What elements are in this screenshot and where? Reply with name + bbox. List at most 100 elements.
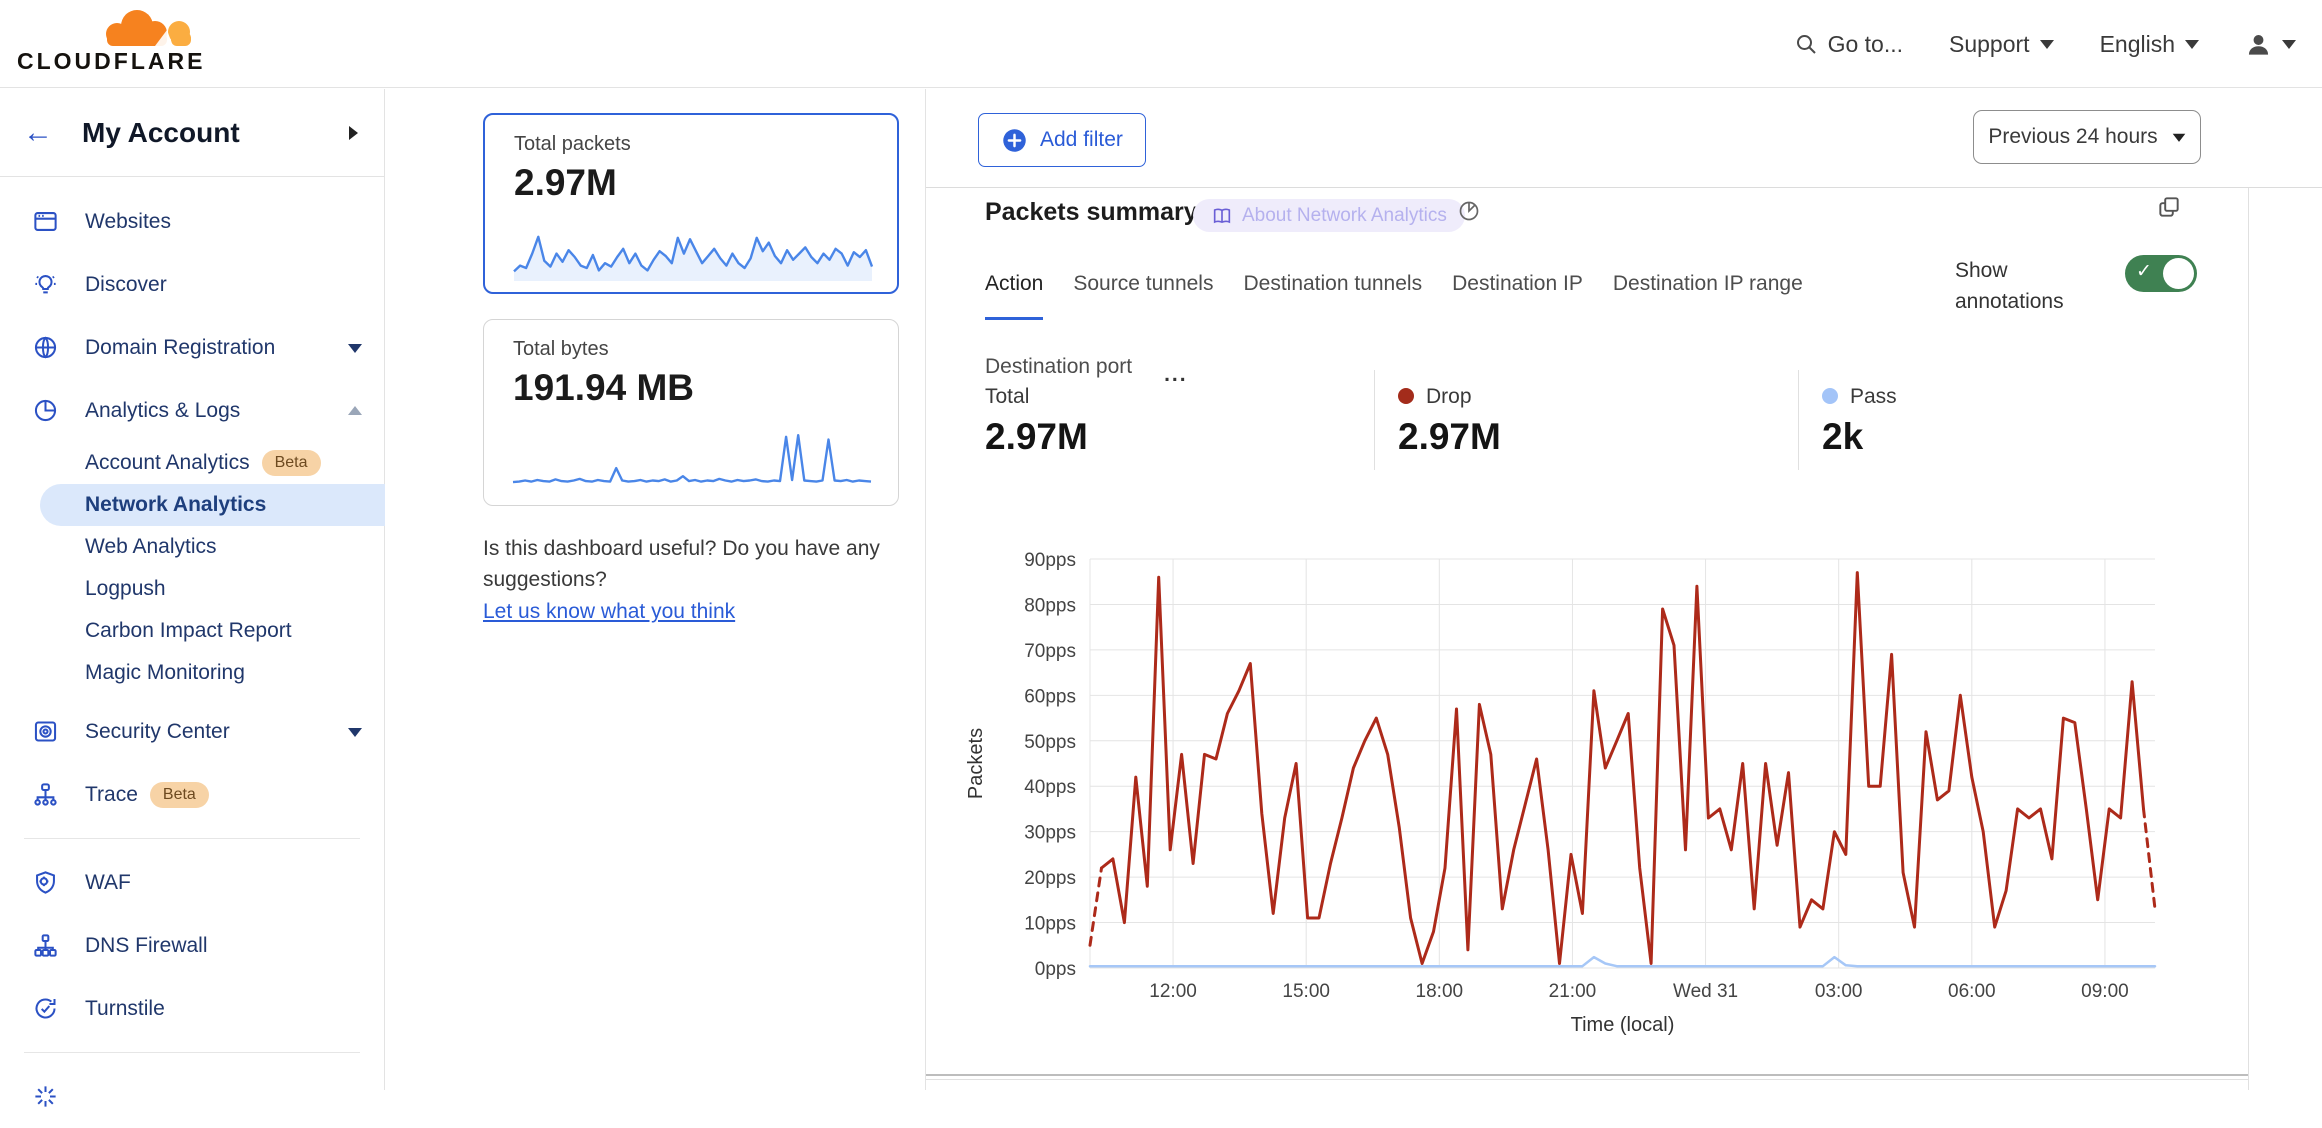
tab-destination-port[interactable]: Destination port [985,355,1133,378]
panel-title: Packets summary [985,198,1198,226]
stat-value: 2k [1822,416,1864,457]
cloudflare-logo[interactable]: CLOUDFLARE [17,4,207,84]
sidebar-item-domain-registration[interactable]: Domain Registration [0,316,384,379]
sidebar-item-carbon-impact-report[interactable]: Carbon Impact Report [0,610,384,652]
beta-badge: Beta [261,450,321,476]
sidebar-item-label: Analytics & Logs [85,398,241,422]
card-value: 2.97M [514,162,617,203]
chevron-down-icon [2282,40,2296,56]
feedback-link[interactable]: Let us know what you think [483,600,736,623]
panel-right-border [2248,188,2249,1090]
packets-chart[interactable]: 0pps 10pps 20pps 30pps 40pps 50pps 60pps 70pps 8… [930,540,2260,1045]
language-label: English [2099,30,2175,57]
back-arrow-icon[interactable]: ← [23,115,53,149]
more-tabs-ellipsis[interactable]: ... [1164,363,1188,386]
svg-text:60pps: 60pps [1024,686,1076,707]
beta-badge: Beta [149,781,209,808]
sidebar-item-websites[interactable]: Websites [0,190,384,253]
sidebar-item-label: Websites [85,209,171,233]
expand-copy-icon[interactable] [2156,194,2182,225]
bytes-sparkline [511,428,873,495]
sidebar-item-web-analytics[interactable]: Web Analytics [0,526,384,568]
language-menu[interactable]: English [2100,31,2199,58]
plus-circle-icon [1003,128,1026,152]
svg-text:Wed 31: Wed 31 [1673,981,1738,1002]
sidebar-item-turnstile[interactable]: Turnstile [0,977,384,1040]
sidebar-item-discover[interactable]: Discover [0,253,384,316]
dimension-tabs: Action Source tunnels Destination tunnel… [985,272,1803,320]
tab-destination-tunnels[interactable]: Destination tunnels [1243,272,1423,295]
packets-sparkline [512,227,874,288]
stat-drop: Drop 2.97M [1398,385,1501,458]
sidebar-item-security-center[interactable]: Security Center [0,700,384,763]
next-panel-edge [926,1079,2248,1080]
sidebar: ← My Account Websites Discover Domain Re… [0,89,385,1107]
sidebar-item-account-analytics[interactable]: Account Analytics Beta [0,442,384,484]
svg-text:30pps: 30pps [1024,823,1076,844]
sidebar-item-label: Logpush [85,577,166,600]
feedback-question: Is this dashboard useful? Do you have an… [483,537,880,591]
panel-bottom-border [926,1074,2248,1076]
sidebar-divider [24,838,360,839]
sidebar-item-network-analytics[interactable]: Network Analytics [40,484,385,526]
total-bytes-card[interactable]: Total bytes 191.94 MB [483,319,899,506]
account-menu[interactable] [2245,31,2296,58]
stat-label: Pass [1822,385,1897,409]
svg-text:50pps: 50pps [1024,732,1076,753]
tab-source-tunnels[interactable]: Source tunnels [1073,272,1214,295]
sidebar-item-dns-firewall[interactable]: DNS Firewall [0,914,384,977]
stat-total: Total 2.97M [985,385,1088,458]
show-annotations-label: Show annotations [1955,259,2064,313]
stat-value: 2.97M [985,416,1088,457]
svg-text:18:00: 18:00 [1416,981,1464,1002]
sidebar-item-partial[interactable] [0,1065,384,1128]
toolbar-divider [926,187,2322,188]
sitemap-icon [32,932,62,959]
svg-text:90pps: 90pps [1024,550,1076,571]
svg-text:70pps: 70pps [1024,641,1076,662]
total-packets-card[interactable]: Total packets 2.97M [483,113,899,294]
search-icon [1796,35,1816,54]
show-annotations-toggle[interactable]: ✓ [2125,255,2197,292]
browser-icon [32,208,62,235]
goto-search[interactable]: Go to... [1794,31,1903,58]
tab-action[interactable]: Action [985,272,1044,320]
sidebar-item-logpush[interactable]: Logpush [0,568,384,610]
svg-text:06:00: 06:00 [1948,981,1996,1002]
sidebar-item-label: Carbon Impact Report [85,619,292,642]
sidebar-item-analytics-logs[interactable]: Analytics & Logs [0,379,384,442]
sidebar-item-waf[interactable]: WAF [0,851,384,914]
time-range-button[interactable]: Previous 24 hours [1973,110,2201,164]
svg-text:21:00: 21:00 [1549,981,1597,1002]
lightbulb-icon [32,271,62,298]
svg-text:40pps: 40pps [1024,777,1076,798]
chevron-down-icon [2039,40,2054,56]
globe-icon [32,334,62,361]
add-filter-button[interactable]: Add filter [978,113,1146,167]
pass-dot [1822,388,1838,404]
stat-label: Total [985,385,1030,408]
support-menu[interactable]: Support [1949,31,2054,58]
drop-dot [1398,388,1414,404]
sidebar-item-magic-monitoring[interactable]: Magic Monitoring [0,652,384,694]
tab-destination-ip-range[interactable]: Destination IP range [1612,272,1803,295]
tab-destination-ip[interactable]: Destination IP [1452,272,1583,295]
chevron-down-icon [2185,40,2199,56]
column-divider [925,89,926,1090]
sidebar-item-label: Turnstile [85,996,165,1020]
svg-text:12:00: 12:00 [1149,981,1197,1002]
pie-mini-icon[interactable] [1457,199,1481,228]
stat-pass: Pass 2k [1822,385,1897,458]
stat-value: 2.97M [1398,416,1501,457]
sidebar-item-label: Discover [85,272,167,296]
chevron-right-icon[interactable] [349,125,365,140]
user-icon [2248,34,2269,55]
sidebar-item-label: Web Analytics [85,535,217,558]
about-network-analytics-badge[interactable]: About Network Analytics [1193,199,1465,232]
card-value: 191.94 MB [513,367,694,408]
svg-text:20pps: 20pps [1024,868,1076,889]
card-title: Total packets [514,133,631,155]
check-icon: ✓ [2136,261,2152,282]
refresh-check-icon [32,995,62,1022]
sidebar-item-trace[interactable]: Trace Beta [0,763,384,826]
